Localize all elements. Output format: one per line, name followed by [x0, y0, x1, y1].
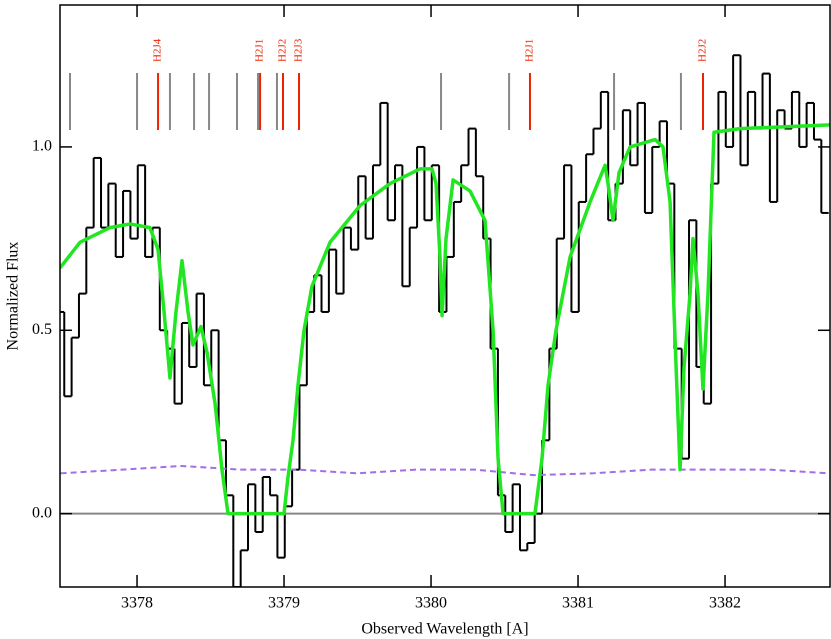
- y-tick-label: 0.5: [32, 321, 52, 338]
- marker-label: H2J2: [277, 39, 289, 62]
- x-tick-label: 3381: [562, 595, 594, 612]
- x-axis-label: Observed Wavelength [A]: [361, 621, 528, 638]
- y-axis-label: Normalized Flux: [5, 242, 22, 351]
- x-tick-label: 3378: [121, 595, 153, 612]
- marker-label: H2J1: [254, 39, 266, 62]
- marker-label: H2J2: [697, 39, 709, 62]
- y-tick-label: 1.0: [32, 138, 52, 155]
- x-tick-label: 3379: [268, 595, 300, 612]
- plot-area: [60, 54, 830, 587]
- error-line: [60, 464, 830, 477]
- x-tick-label: 3382: [709, 595, 741, 612]
- marker-label: H2J4: [152, 38, 164, 62]
- x-tick-label: 3380: [415, 595, 447, 612]
- plot-frame: [59, 4, 831, 588]
- y-tick-label: 0.0: [32, 504, 52, 521]
- model-line: [60, 123, 830, 516]
- marker-label: H2J1: [523, 39, 535, 62]
- marker-label: H2J3: [293, 38, 305, 62]
